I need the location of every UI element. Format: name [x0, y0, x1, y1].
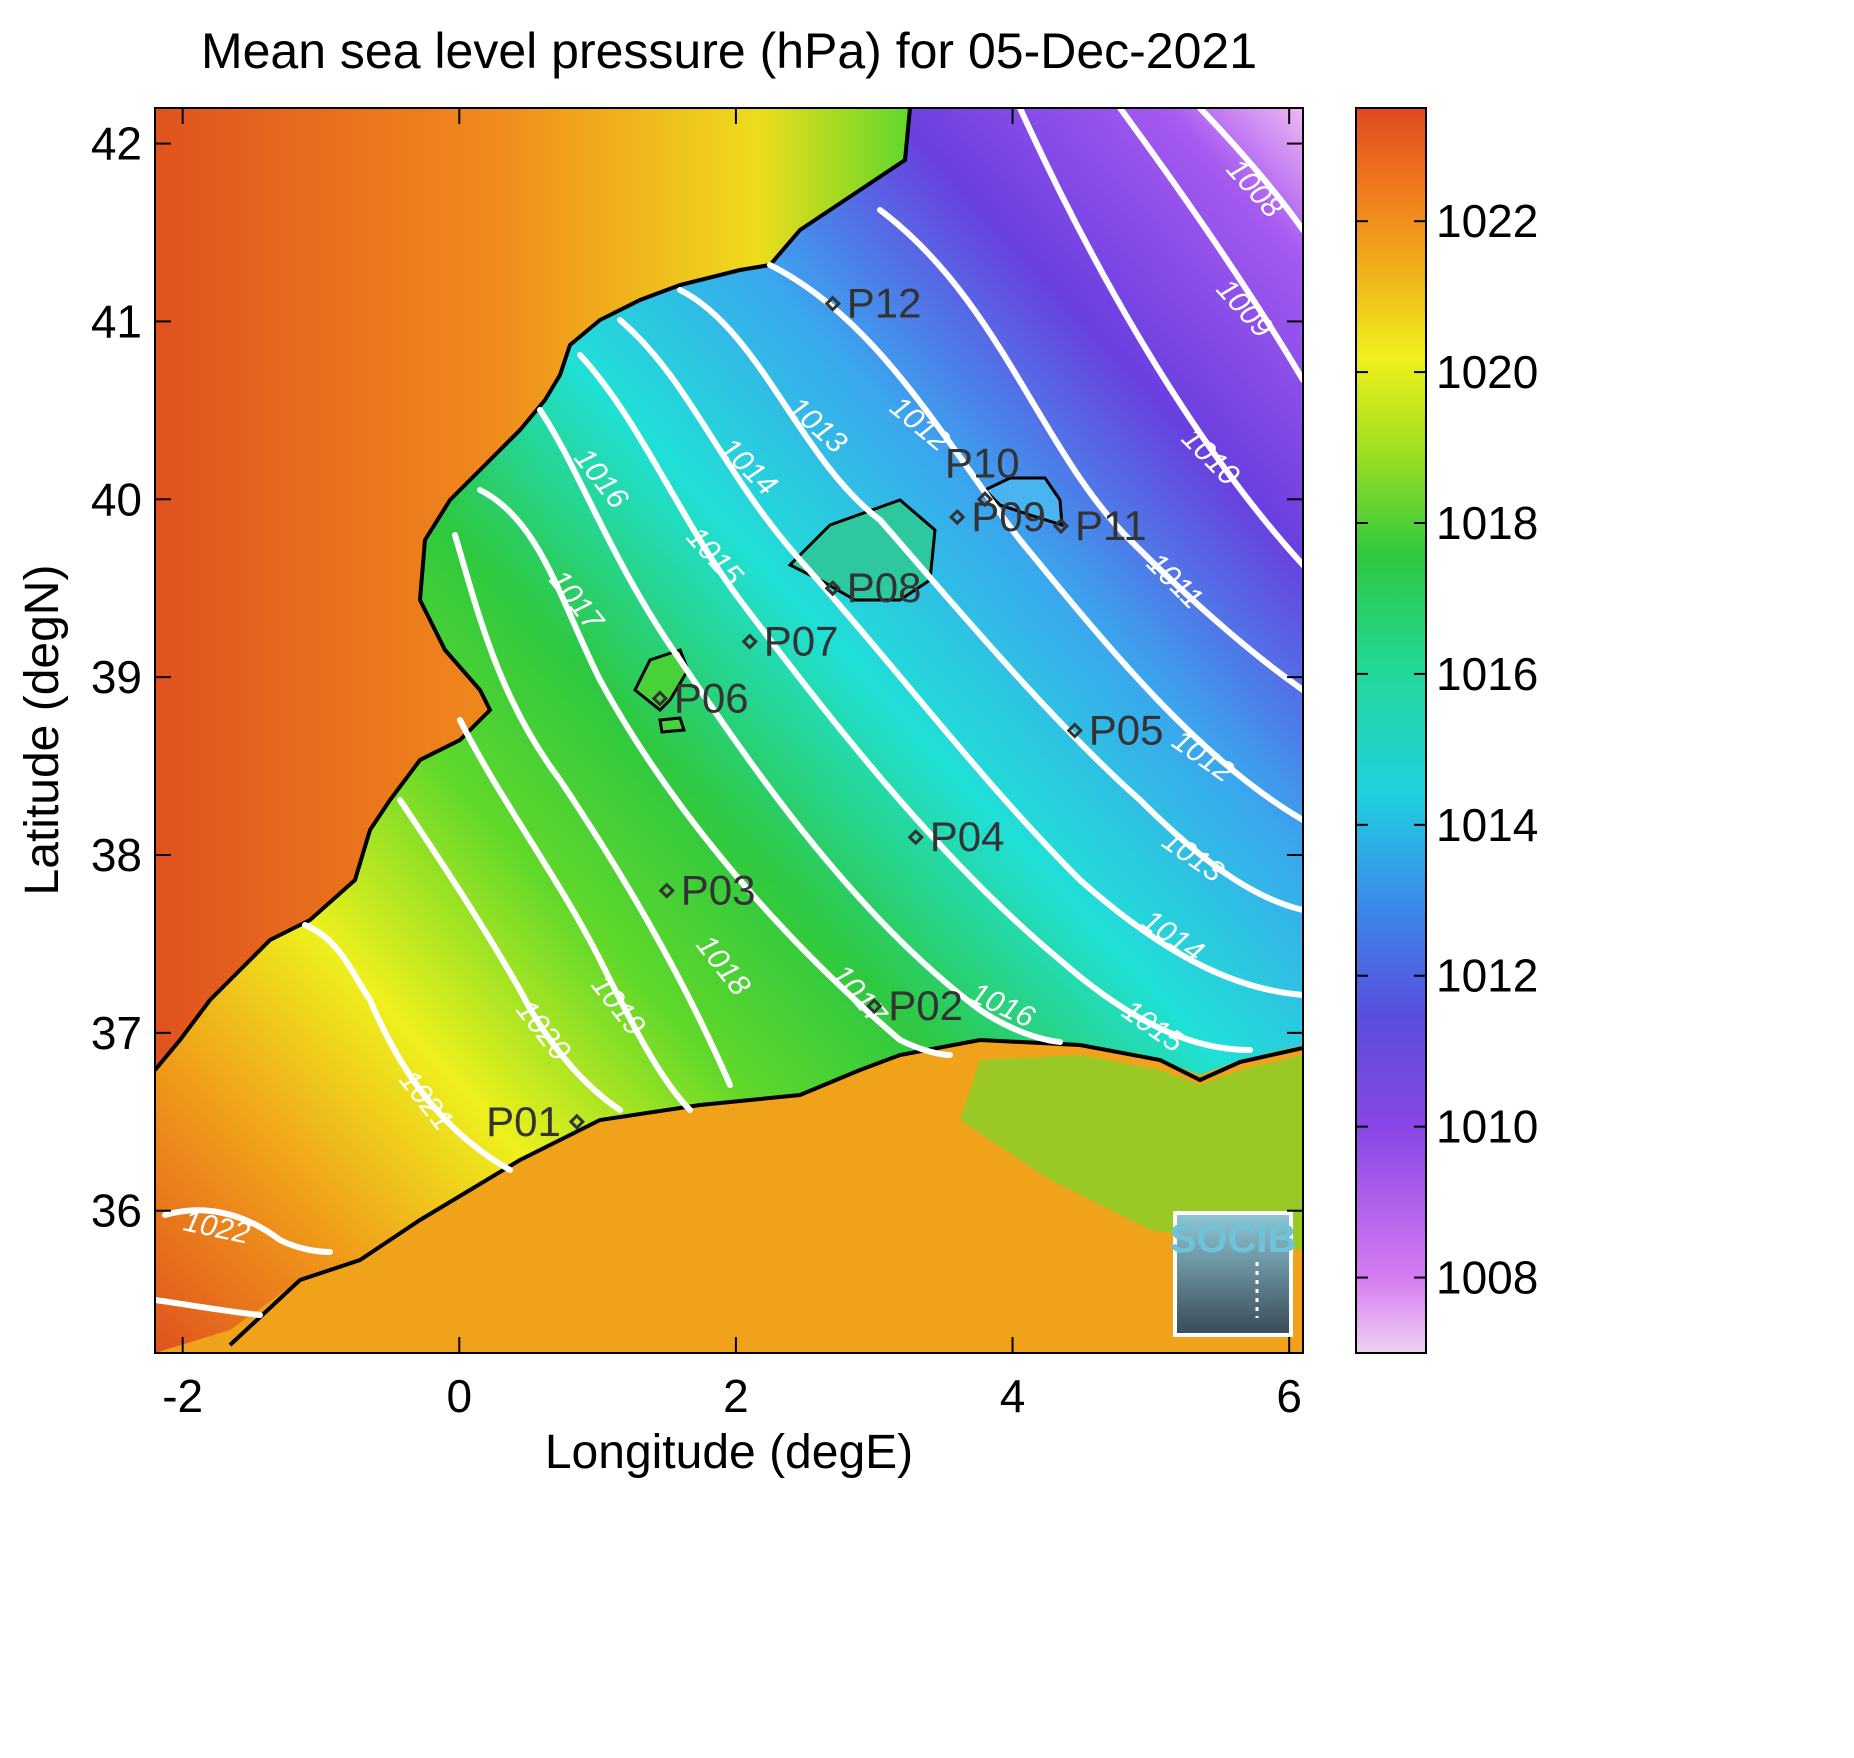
- station-marker: [1066, 722, 1083, 739]
- station-marker: [658, 882, 675, 899]
- land-iberia: [155, 108, 910, 1070]
- contour-1022: [162, 1207, 333, 1255]
- station-label: P09: [971, 493, 1046, 540]
- y-tick-label: 40: [91, 473, 142, 525]
- station-label: P02: [888, 982, 963, 1029]
- station-marker: [866, 998, 883, 1015]
- colorbar-tick-label: 1012: [1436, 950, 1538, 1002]
- logo-text: SOCIB: [1170, 1217, 1297, 1261]
- station-label: P04: [930, 813, 1005, 860]
- land-africa-east: [960, 1055, 1303, 1250]
- coastline-iberia: [155, 108, 912, 1072]
- x-tick-label: 4: [1000, 1370, 1026, 1422]
- x-axis-ticks: -2 0 2 4 6: [162, 108, 1302, 1422]
- colorbar: 1008 1010 1012 1014 1016 1018 1020 1022: [1355, 107, 1538, 1354]
- y-tick-label: 39: [91, 651, 142, 703]
- colorbar-tick-label: 1014: [1436, 799, 1538, 851]
- station-label: P08: [847, 564, 922, 611]
- contour-1013: [677, 287, 1303, 913]
- station-marker: [651, 690, 668, 707]
- socib-logo: SOCIB: [1170, 1211, 1297, 1337]
- contour-1012: [767, 262, 1303, 823]
- y-axis-ticks: 36 37 38 39 40 41 42: [91, 118, 1303, 1237]
- contour-1011: [877, 207, 1303, 693]
- station-label: P05: [1089, 707, 1164, 754]
- contour-1022b: [155, 1297, 263, 1318]
- station-marker: [1052, 517, 1070, 535]
- contour-1016: [537, 407, 1063, 1045]
- contour-1019: [457, 717, 693, 1113]
- colorbar-tick-label: 1010: [1436, 1101, 1538, 1153]
- station-marker: [907, 829, 924, 846]
- station-label: P12: [847, 280, 922, 327]
- station-marker: [976, 491, 994, 508]
- x-tick-label: -2: [162, 1370, 203, 1422]
- plot-area: 1008 1009 1010 1011 1012 1012 1013 1013 …: [155, 108, 1303, 1353]
- contour-1018: [452, 532, 733, 1088]
- contour-1010: [1017, 108, 1303, 568]
- colorbar-ticks: 1008 1010 1012 1014 1016 1018 1020 1022: [1356, 195, 1538, 1304]
- colorbar-tick-label: 1020: [1436, 346, 1538, 398]
- y-tick-label: 36: [91, 1185, 142, 1237]
- coastline-africa: [228, 1037, 1303, 1347]
- x-tick-label: 2: [723, 1370, 749, 1422]
- colorbar-tick-label: 1008: [1436, 1252, 1538, 1304]
- contour-1009: [1117, 108, 1303, 383]
- y-tick-label: 41: [91, 295, 142, 347]
- y-tick-label: 38: [91, 829, 142, 881]
- station-marker: [824, 295, 841, 312]
- pressure-contours: [155, 108, 1303, 1318]
- x-tick-label: 0: [446, 1370, 472, 1422]
- x-tick-label: 6: [1276, 1370, 1302, 1422]
- contour-1015: [577, 352, 1253, 1053]
- station-label: P10: [945, 439, 1020, 486]
- colorbar-tick-label: 1016: [1436, 648, 1538, 700]
- contour-1008: [1197, 108, 1303, 233]
- x-axis-label: Longitude (degE): [545, 1426, 913, 1479]
- station-marker: [824, 580, 841, 597]
- island-formentera: [658, 716, 687, 734]
- station-marker: [568, 1113, 585, 1130]
- contour-1017: [477, 487, 953, 1058]
- station-label: P07: [764, 618, 839, 665]
- colorbar-gradient: [1355, 107, 1427, 1354]
- station-label: P01: [486, 1098, 561, 1145]
- y-tick-label: 37: [91, 1007, 142, 1059]
- station-label: P03: [681, 867, 756, 914]
- chart-title: Mean sea level pressure (hPa) for 05-Dec…: [201, 23, 1257, 79]
- station-label: P11: [1075, 502, 1147, 549]
- island-menorca: [982, 476, 1064, 528]
- contour-1020: [397, 797, 623, 1113]
- contour-1021: [302, 922, 513, 1173]
- station-marker: [949, 508, 966, 526]
- station-label: P06: [674, 674, 749, 721]
- colorbar-tick-label: 1018: [1436, 497, 1538, 549]
- colorbar-tick-label: 1022: [1436, 195, 1538, 247]
- station-marker: [741, 633, 758, 650]
- plot-frame: [154, 107, 1304, 1354]
- contour-1014: [617, 317, 1303, 998]
- y-tick-label: 42: [91, 118, 142, 170]
- y-axis-label: Latitude (degN): [16, 565, 69, 896]
